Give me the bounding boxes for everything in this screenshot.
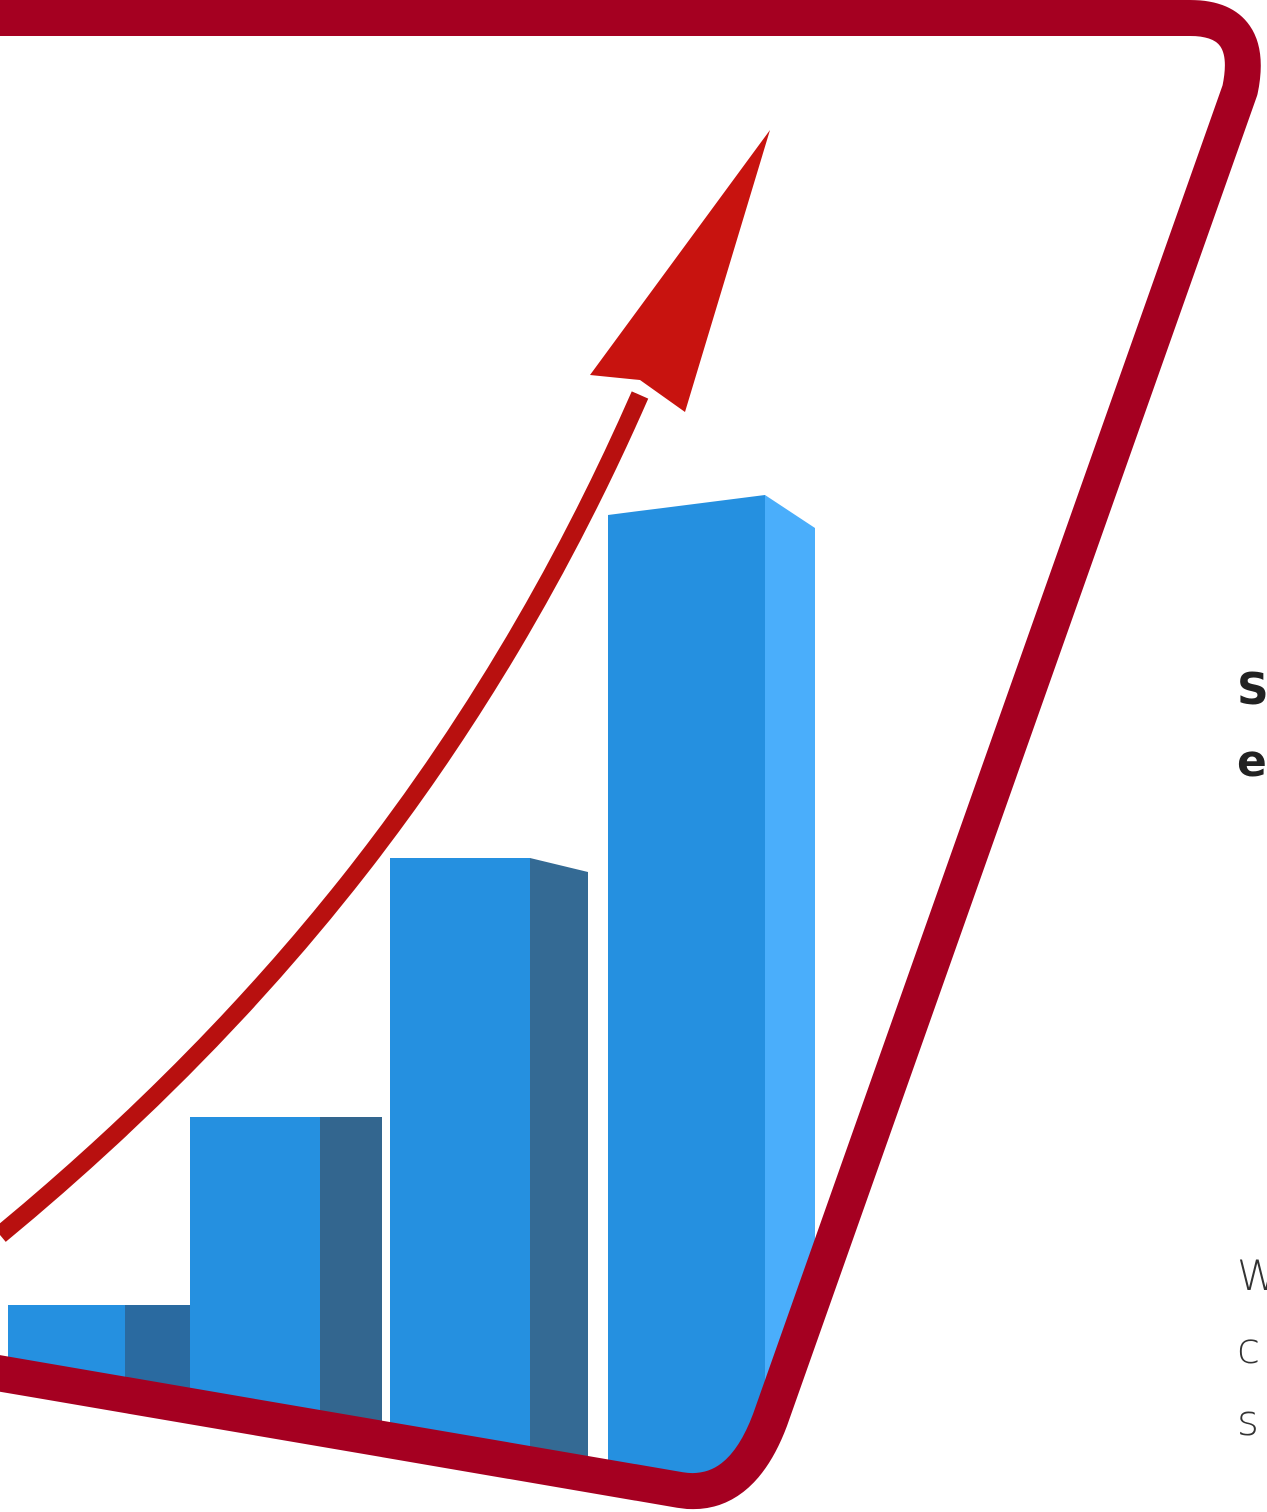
arrow-shaft	[0, 391, 649, 1242]
heading-line: e	[1237, 736, 1267, 787]
bar-front	[390, 858, 530, 1492]
bar-front	[608, 495, 765, 1492]
bar-side	[530, 858, 588, 1492]
body-line: W	[1237, 1251, 1267, 1300]
bar-illustration	[0, 130, 815, 1492]
arrow-head	[590, 130, 770, 412]
body-line: c	[1237, 1324, 1261, 1373]
bar-front	[190, 1117, 320, 1492]
bar-side	[765, 495, 815, 1492]
body-line: s	[1237, 1396, 1259, 1445]
heading-line: S	[1237, 664, 1267, 715]
